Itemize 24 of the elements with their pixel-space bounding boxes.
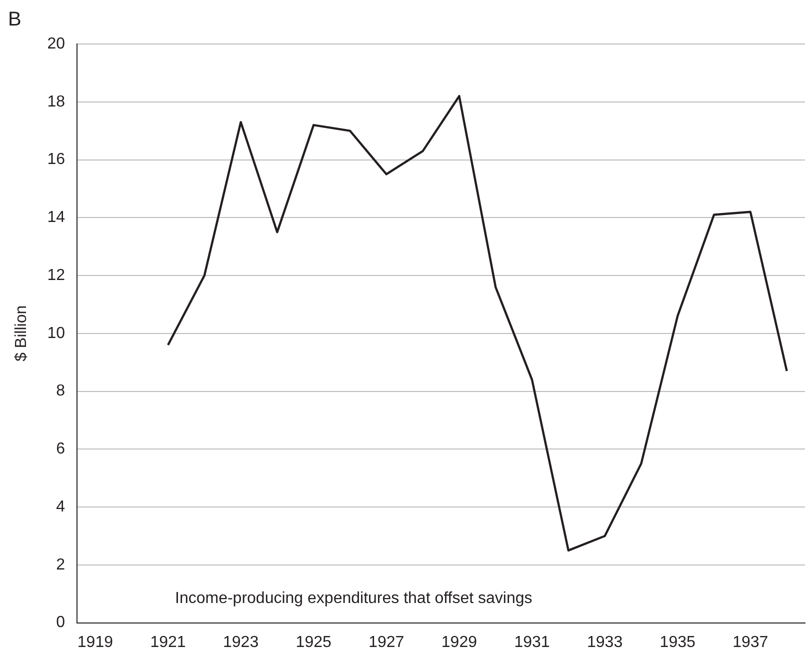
y-tick-label: 2 xyxy=(56,556,66,574)
annotation: Income-producing expenditures that offset savings xyxy=(175,590,532,608)
x-tick-label: 1929 xyxy=(441,634,478,651)
y-tick-label: 16 xyxy=(47,151,66,168)
y-tick-label: 6 xyxy=(56,440,66,458)
chart-title: B xyxy=(8,8,22,31)
y-tick-label: 12 xyxy=(47,266,66,284)
x-tick-label: 1933 xyxy=(587,634,623,651)
y-tick-label: 4 xyxy=(56,498,66,516)
y-axis-title: $ Billion xyxy=(13,305,30,362)
y-tick-label: 10 xyxy=(47,324,66,342)
x-tick-label: 1923 xyxy=(223,634,259,651)
x-tick-label: 1927 xyxy=(368,634,404,651)
x-tick-label: 1931 xyxy=(514,634,550,651)
y-tick-label: 18 xyxy=(47,93,66,110)
x-tick-label: 1937 xyxy=(732,634,768,651)
x-tick-label: 1925 xyxy=(296,634,332,651)
x-tick-label: 1921 xyxy=(150,634,186,651)
y-tick-label: 14 xyxy=(47,209,66,226)
x-tick-label: 1919 xyxy=(77,634,114,651)
x-tick-label: 1935 xyxy=(660,634,696,651)
y-tick-label: 8 xyxy=(56,382,66,400)
y-tick-label: 0 xyxy=(56,614,66,632)
y-tick-label: 20 xyxy=(47,35,66,52)
